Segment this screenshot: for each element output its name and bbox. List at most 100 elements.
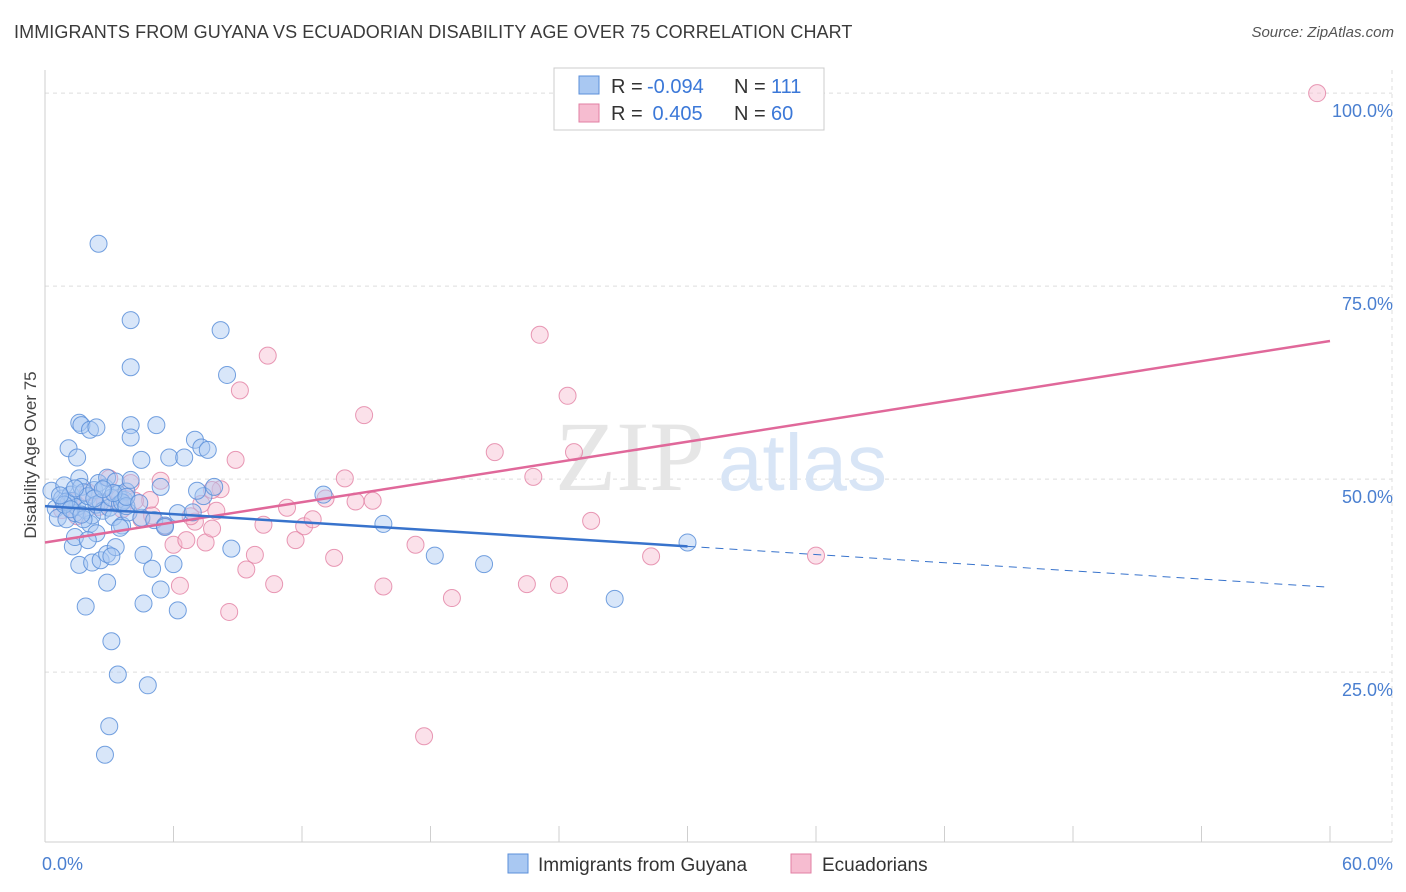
ecuadorians-point-30 (286, 531, 305, 550)
ecuadorians-point-55 (143, 506, 162, 525)
ecuadorians-point-42 (442, 589, 461, 608)
y-tick-label-0: 25.0% (1342, 680, 1393, 700)
guyana-point-72 (151, 580, 170, 599)
guyana-point-58 (89, 234, 108, 253)
guyana-point-77 (175, 448, 194, 467)
guyana-trend-line (44, 504, 688, 548)
ecuadorians-point-52 (807, 546, 825, 565)
guyana-point-110 (50, 486, 69, 505)
x-tick-label-min: 0.0% (42, 854, 83, 874)
bottom-legend-label-guyana: Immigrants from Guyana (538, 855, 747, 876)
ecuadorians-point-13 (170, 576, 189, 595)
guyana-points (42, 234, 697, 764)
guyana-point-51 (102, 632, 121, 651)
guyana-point-94 (65, 479, 84, 498)
y-tick-label-2: 75.0% (1342, 294, 1393, 314)
ecuadorians-point-43 (485, 443, 504, 462)
legend-n-value-ecuadorians: 60 (771, 103, 793, 125)
legend-n-value-guyana: 111 (771, 76, 801, 98)
ecuadorians-point-23 (230, 381, 249, 400)
guyana-point-63 (132, 450, 151, 469)
guyana-point-99 (374, 514, 393, 533)
ecuadorians-point-14 (177, 531, 196, 550)
ecuadorians-point-39 (374, 577, 393, 596)
guyana-point-49 (98, 573, 117, 592)
guyana-point-74 (160, 448, 179, 467)
guyana-point-87 (155, 518, 174, 537)
guyana-point-109 (130, 494, 149, 513)
guyana-point-103 (678, 533, 697, 552)
ecuadorians-point-40 (406, 535, 425, 554)
guyana-point-100 (425, 546, 444, 565)
guyana-point-67 (138, 676, 157, 695)
legend-swatch-ecuadorians (578, 103, 600, 123)
ecuadorians-point-34 (325, 548, 344, 567)
ecuadorians-point-18 (203, 519, 222, 538)
bottom-legend: Immigrants from Guyana Ecuadorians (507, 853, 928, 876)
bottom-legend-label-ecuadorians: Ecuadorians (822, 855, 928, 876)
watermark: ZIP atlas (555, 401, 887, 512)
ecuadorians-point-44 (517, 575, 536, 594)
guyana-point-85 (222, 539, 241, 558)
ecuadorians-point-28 (265, 575, 284, 594)
guyana-point-54 (110, 518, 129, 537)
watermark-zip: ZIP (555, 401, 705, 512)
legend-swatch-guyana (578, 75, 600, 95)
guyana-trend-extension (687, 545, 1331, 588)
y-tick-label-1: 50.0% (1342, 487, 1393, 507)
legend-n-label-ecuadorians: N = (734, 103, 766, 125)
ecuadorians-point-48 (558, 386, 577, 405)
ecuadorians-point-51 (642, 547, 661, 566)
ecuadorians-point-47 (550, 575, 568, 594)
ecuadorians-point-21 (220, 602, 239, 621)
ecuadorians-point-25 (245, 545, 264, 564)
bottom-legend-swatch-guyana (507, 853, 529, 874)
legend-r-label-ecuadorians: R = (611, 103, 643, 125)
guyana-point-24 (98, 468, 117, 487)
guyana-point-41 (87, 418, 106, 437)
ecuadorians-point-35 (335, 469, 354, 488)
ecuadorians-point-46 (530, 325, 549, 344)
guyana-point-83 (211, 321, 230, 340)
ecuadorians-point-22 (226, 450, 245, 469)
chart-title: IMMIGRANTS FROM GUYANA VS ECUADORIAN DIS… (14, 22, 853, 42)
y-axis-label: Disability Age Over 75 (21, 371, 40, 538)
legend-n-label-guyana: N = (734, 76, 766, 98)
source-label: Source: ZipAtlas.com (1251, 24, 1394, 41)
y-tick-label-3: 100.0% (1332, 101, 1393, 121)
ecuadorians-point-29 (278, 498, 297, 517)
ecuadorians-point-41 (415, 727, 434, 746)
watermark-atlas: atlas (718, 418, 887, 507)
ecuadorians-point-10 (151, 471, 170, 490)
ecuadorians-point-37 (355, 406, 374, 425)
guyana-point-76 (168, 601, 187, 620)
ecuadorians-point-24 (237, 560, 256, 579)
guyana-point-57 (95, 745, 114, 764)
x-tick-label-max: 60.0% (1342, 854, 1393, 874)
bottom-legend-swatch-ecuadorians (790, 853, 812, 874)
guyana-point-39 (72, 416, 91, 435)
ecuadorians-point-38 (363, 491, 382, 510)
guyana-point-101 (475, 555, 494, 574)
guyana-point-81 (198, 440, 217, 459)
guyana-point-96 (74, 510, 93, 529)
ecuadorians-point-45 (524, 467, 543, 486)
ecuadorians-point-53 (1308, 84, 1327, 103)
ecuadorians-point-9 (140, 491, 159, 510)
ecuadorians-point-32 (303, 510, 322, 529)
guyana-point-33 (117, 482, 136, 501)
guyana-point-84 (218, 365, 237, 384)
guyana-point-53 (108, 665, 127, 684)
guyana-point-61 (121, 416, 140, 435)
guyana-point-35 (121, 470, 140, 489)
guyana-point-71 (151, 477, 170, 496)
legend-r-value-ecuadorians: 0.405 (647, 103, 703, 125)
guyana-point-102 (605, 589, 624, 608)
legend-r-label-guyana: R = (611, 76, 643, 98)
tick-labels: 25.0% 50.0% 75.0% 100.0% 0.0% 60.0% (42, 101, 1393, 874)
ecuadorians-trend-line (44, 339, 1331, 544)
guyana-point-55 (100, 717, 119, 736)
guyana-point-68 (143, 559, 162, 578)
legend-r-value-guyana: -0.094 (647, 76, 704, 98)
